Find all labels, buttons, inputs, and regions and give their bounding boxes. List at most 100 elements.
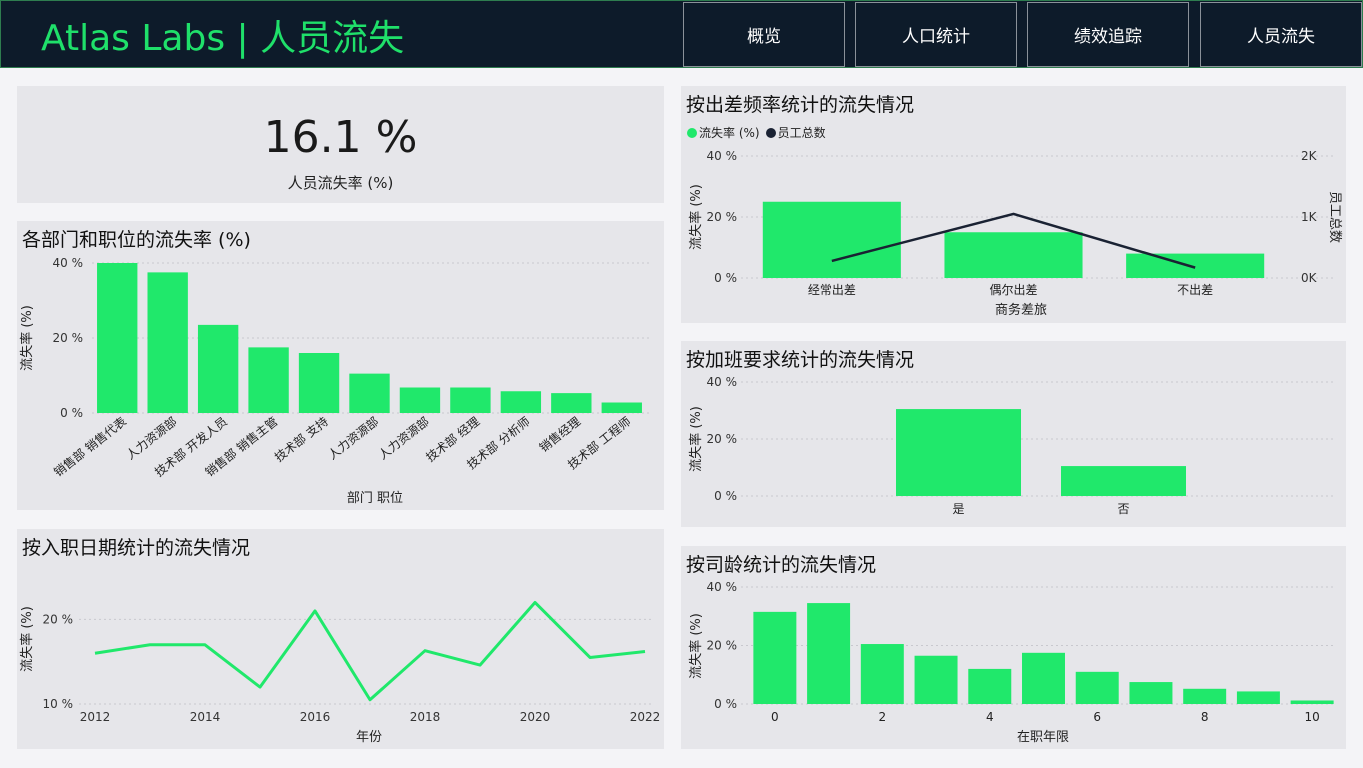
bar: [1290, 700, 1334, 704]
y-tick-label: 40 %: [707, 580, 738, 594]
legend-label-total: 员工总数: [777, 126, 826, 140]
travel-chart-panel: 按出差频率统计的流失情况 流失率 (%) 员工总数 0 % 20 % 40 % 0K 1…: [681, 86, 1346, 323]
tab-demographics[interactable]: 人口统计: [855, 2, 1017, 67]
tab-performance[interactable]: 绩效追踪: [1027, 2, 1189, 67]
bar: [807, 603, 851, 704]
tenure-chart-panel: 按司龄统计的流失情况 0 % 20 % 40 % 流失率 (%) 0 2 4 6 8 10 在职年限: [681, 546, 1346, 749]
y2-tick-label: 1K: [1301, 210, 1318, 224]
x-tick-label: 10: [1304, 710, 1319, 724]
travel-legend: 流失率 (%) 员工总数: [687, 124, 826, 141]
y-tick-label: 20 %: [53, 331, 84, 345]
bar: [1126, 253, 1265, 278]
hire-chart-panel: 按入职日期统计的流失情况 10 % 20 % 流失率 (%) 2012 2014 2016…: [17, 529, 664, 749]
legend-item-total: 员工总数: [765, 124, 826, 141]
hire-chart-title: 按入职日期统计的流失情况: [22, 537, 251, 559]
tab-overview[interactable]: 概览: [683, 2, 845, 67]
y-axis-title: 流失率 (%): [688, 406, 704, 472]
x-axis-title: 年份: [356, 730, 382, 745]
kpi-value: 16.1 %: [263, 112, 418, 163]
y-tick-label: 20 %: [707, 432, 738, 446]
y-tick-label: 40 %: [53, 256, 84, 270]
dept-chart-title: 各部门和职位的流失率 (%): [22, 229, 251, 251]
x-axis-title: 在职年限: [1017, 730, 1069, 745]
series-line: [94, 600, 646, 702]
x-axis-title: 商务差旅: [995, 302, 1047, 318]
bar: [450, 387, 491, 413]
bar: [551, 393, 592, 413]
tenure-chart-title: 按司龄统计的流失情况: [686, 554, 877, 576]
bar: [944, 232, 1083, 278]
app-header: Atlas Labs | 人员流失 概览 人口统计 绩效追踪 人员流失: [0, 0, 1363, 68]
y-tick-label: 20 %: [707, 639, 738, 653]
overtime-chart-title: 按加班要求统计的流失情况: [686, 349, 915, 371]
bar: [298, 353, 340, 413]
y-tick-label: 20 %: [707, 210, 738, 224]
x-tick-label: 经常出差: [808, 283, 856, 297]
x-tick-label: 2018: [410, 710, 441, 724]
kpi-label: 人员流失率 (%): [287, 174, 394, 192]
bar: [97, 263, 138, 413]
x-tick-label: 4: [986, 710, 994, 724]
travel-chart-title: 按出差频率统计的流失情况: [686, 94, 915, 116]
hire-line-chart: 10 % 20 % 流失率 (%) 2012 2014 2016 2018 2020 2022 年…: [19, 600, 661, 745]
bar: [1022, 652, 1065, 704]
kpi-card: 16.1 % 人员流失率 (%): [17, 86, 664, 203]
y-axis-title: 流失率 (%): [19, 305, 35, 371]
x-tick-label: 偶尔出差: [989, 282, 1037, 297]
x-tick-label: 人力资源部: [325, 414, 382, 463]
legend-label-rate: 流失率 (%): [699, 126, 760, 140]
y-axis-title: 流失率 (%): [688, 184, 704, 250]
bar: [349, 373, 390, 413]
bar: [197, 324, 239, 413]
tab-attrition[interactable]: 人员流失: [1200, 2, 1362, 67]
x-tick-label: 2014: [190, 710, 221, 724]
legend-item-rate: 流失率 (%): [687, 124, 760, 141]
y2-axis-title: 员工总数: [1327, 191, 1342, 243]
y-tick-label: 0 %: [714, 489, 737, 503]
x-tick-label: 6: [1093, 710, 1101, 724]
y-tick-label: 0 %: [60, 406, 83, 420]
x-tick-label: 销售部 销售代表: [51, 414, 129, 480]
y-tick-label: 0 %: [714, 271, 737, 285]
y-tick-label: 0 %: [714, 697, 737, 711]
bar: [1236, 691, 1280, 704]
x-tick-label: 技术部 支持: [271, 414, 331, 465]
x-tick-label: 2022: [630, 710, 661, 724]
x-tick-label: 是: [952, 502, 964, 516]
y-tick-label: 20 %: [43, 612, 74, 626]
x-tick-label: 2012: [80, 710, 111, 724]
x-tick-label: 否: [1117, 502, 1129, 516]
y-axis-title: 流失率 (%): [688, 613, 704, 679]
x-tick-label: 销售经理: [536, 414, 583, 455]
app-title: Atlas Labs | 人员流失: [41, 18, 405, 59]
bar: [860, 644, 904, 704]
y-axis-title: 流失率 (%): [19, 606, 35, 672]
bar: [147, 272, 188, 413]
x-tick-label: 8: [1201, 710, 1209, 724]
y2-tick-label: 2K: [1301, 149, 1318, 163]
bar: [1129, 682, 1173, 704]
bar: [968, 668, 1012, 704]
overtime-bar-chart: 0 % 20 % 40 % 流失率 (%) 是 否: [688, 375, 1334, 516]
bar: [399, 387, 441, 413]
x-tick-label: 2020: [520, 710, 551, 724]
bar: [601, 402, 642, 413]
bar: [762, 201, 901, 278]
bar: [1183, 688, 1227, 704]
bar: [896, 409, 1021, 496]
dept-chart-panel: 各部门和职位的流失率 (%) 0 % 20 % 40 % 流失率 (%) 销售部 销售代…: [17, 221, 664, 510]
y2-tick-label: 0K: [1301, 271, 1318, 285]
x-tick-label: 2016: [300, 710, 331, 724]
x-tick-label: 2: [878, 710, 886, 724]
y-tick-label: 40 %: [707, 149, 738, 163]
x-axis-title: 部门 职位: [347, 491, 403, 506]
bar: [914, 655, 958, 704]
x-tick-label: 不出差: [1177, 283, 1213, 297]
y-tick-label: 40 %: [707, 375, 738, 389]
y-tick-label: 10 %: [43, 697, 74, 711]
bar: [1075, 671, 1119, 704]
bar: [753, 611, 797, 704]
overtime-chart-panel: 按加班要求统计的流失情况 0 % 20 % 40 % 流失率 (%) 是 否: [681, 341, 1346, 527]
